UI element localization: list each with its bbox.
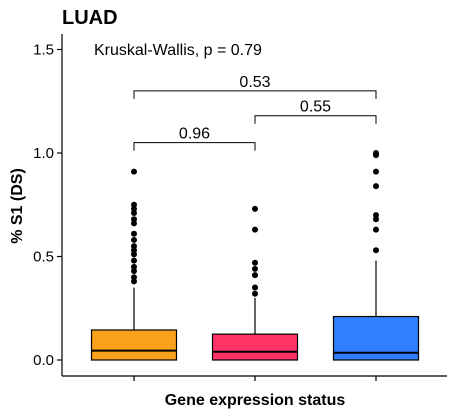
outlier-point [252, 205, 258, 212]
outlier-point [373, 168, 379, 175]
outlier-point [252, 290, 258, 297]
outlier-point [373, 212, 379, 219]
outlier-point [131, 243, 137, 250]
outlier-point [131, 201, 137, 208]
outlier-point [131, 247, 137, 254]
comparison-bracket [254, 115, 377, 124]
outlier-point [131, 236, 137, 243]
y-tick-label: 1.0 [33, 145, 54, 162]
outlier-point [373, 183, 379, 190]
outlier-point [252, 272, 258, 279]
test-label: Kruskal-Wallis, p = 0.79 [94, 42, 262, 59]
outlier-point [131, 257, 137, 264]
outlier-point [373, 152, 379, 159]
outlier-point [131, 216, 137, 223]
outlier-point [131, 230, 137, 237]
outlier-point [252, 284, 258, 291]
outlier-point [373, 216, 379, 223]
outlier-point [131, 267, 137, 274]
x-axis-title: Gene expression status [165, 392, 346, 409]
box [211, 333, 299, 361]
outlier-point [131, 168, 137, 175]
outlier-point [131, 210, 137, 217]
outlier-point [131, 220, 137, 227]
outlier-point [131, 274, 137, 281]
outlier-point [252, 259, 258, 266]
outlier-point [252, 265, 258, 272]
outlier-point [252, 226, 258, 233]
comparison-bracket [133, 142, 256, 151]
outlier-point [373, 226, 379, 233]
comparison-label: 0.53 [239, 74, 270, 91]
y-tick-label: 1.5 [33, 42, 54, 59]
chart-title: LUAD [62, 7, 118, 29]
outlier-point [131, 205, 137, 212]
outlier-point [131, 278, 137, 285]
comparison-label: 0.55 [300, 99, 331, 116]
y-axis-title: % S1 (DS) [9, 168, 26, 244]
outlier-point [131, 251, 137, 258]
box [90, 329, 178, 361]
comparison-bracket [133, 90, 377, 99]
outlier-point [131, 263, 137, 270]
comparison-label: 0.96 [179, 126, 210, 143]
outlier-point [373, 247, 379, 254]
y-tick-label: 0.0 [33, 352, 54, 369]
y-tick-label: 0.5 [33, 249, 54, 266]
